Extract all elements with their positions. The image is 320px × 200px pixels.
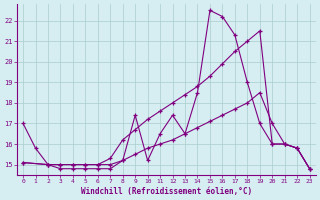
X-axis label: Windchill (Refroidissement éolien,°C): Windchill (Refroidissement éolien,°C) xyxy=(81,187,252,196)
